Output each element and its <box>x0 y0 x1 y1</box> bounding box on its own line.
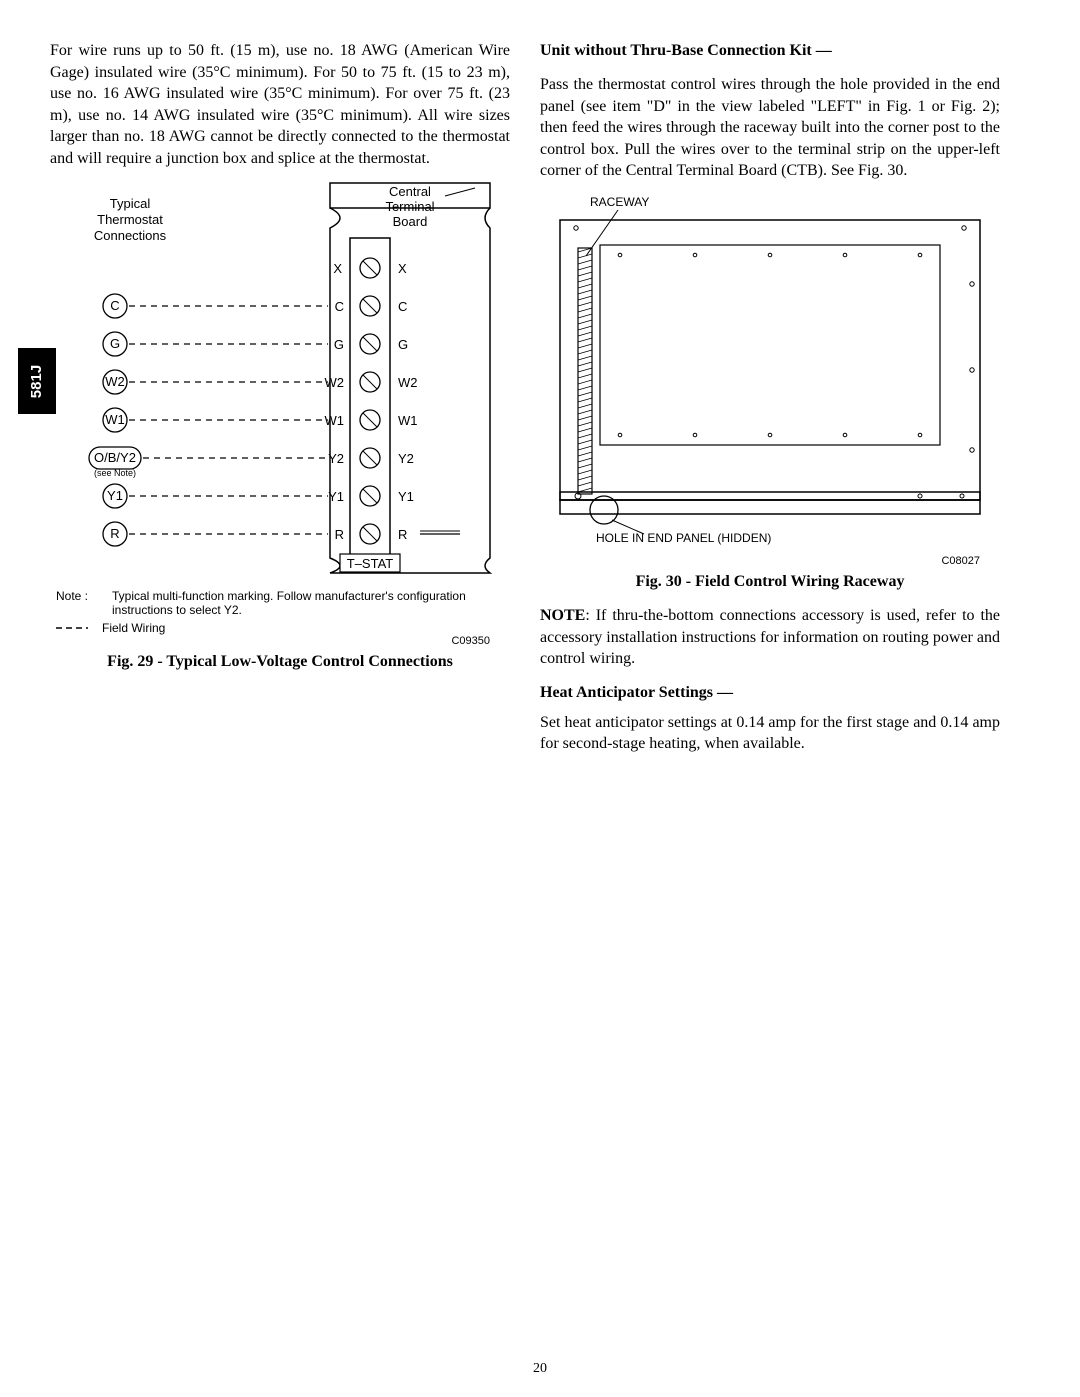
svg-text:W2: W2 <box>105 374 125 389</box>
svg-text:C: C <box>110 298 119 313</box>
svg-text:Connections: Connections <box>94 228 167 243</box>
note-bold-label: NOTE <box>540 607 585 624</box>
svg-text:HOLE IN END PANEL (HIDDEN): HOLE IN END PANEL (HIDDEN) <box>596 531 771 545</box>
note-body: : If thru-the-bottom connections accesso… <box>540 607 1000 667</box>
section-head-thru-base: Unit without Thru-Base Connection Kit — <box>540 42 1000 60</box>
figure-30-caption: Fig. 30 - Field Control Wiring Raceway <box>540 573 1000 591</box>
legend-label: Field Wiring <box>102 621 165 635</box>
svg-text:R: R <box>335 527 344 542</box>
svg-text:Typical: Typical <box>110 196 151 211</box>
svg-text:W1: W1 <box>325 413 345 428</box>
thru-base-paragraph: Pass the thermostat control wires throug… <box>540 74 1000 182</box>
svg-text:Terminal: Terminal <box>385 199 434 214</box>
svg-text:W2: W2 <box>398 375 418 390</box>
figure-29-diagram: T–STAT TypicalThermostatConnections Centra… <box>50 178 510 578</box>
note-paragraph: NOTE: If thru-the-bottom connections acc… <box>540 605 1000 670</box>
figure-29-caption: Fig. 29 - Typical Low-Voltage Control Co… <box>50 653 510 671</box>
svg-text:Y1: Y1 <box>107 488 123 503</box>
svg-text:W2: W2 <box>325 375 345 390</box>
note-text: Typical multi-function marking. Follow m… <box>112 589 510 617</box>
page-number: 20 <box>0 1361 1080 1377</box>
svg-text:R: R <box>398 527 407 542</box>
right-column: Unit without Thru-Base Connection Kit — … <box>540 40 1000 755</box>
svg-text:Y1: Y1 <box>328 489 344 504</box>
heat-anticipator-paragraph: Set heat anticipator settings at 0.14 am… <box>540 712 1000 755</box>
svg-text:Central: Central <box>389 184 431 199</box>
svg-text:W1: W1 <box>398 413 418 428</box>
figure-30-code: C08027 <box>540 555 1000 567</box>
svg-text:O/B/Y2: O/B/Y2 <box>94 450 136 465</box>
side-tab: 581J <box>18 348 56 414</box>
svg-text:RACEWAY: RACEWAY <box>590 195 649 209</box>
svg-text:X: X <box>333 261 342 276</box>
svg-text:Thermostat: Thermostat <box>97 212 163 227</box>
note-label: Note : <box>56 589 100 617</box>
svg-text:(see Note): (see Note) <box>94 468 136 478</box>
svg-text:C: C <box>335 299 344 314</box>
svg-text:Y2: Y2 <box>328 451 344 466</box>
svg-text:W1: W1 <box>105 412 125 427</box>
two-column-layout: For wire runs up to 50 ft. (15 m), use n… <box>50 40 1000 755</box>
side-tab-label: 581J <box>29 364 46 397</box>
section-head-heat-anticipator: Heat Anticipator Settings — <box>540 684 1000 702</box>
figure-29-note: Note : Typical multi-function marking. F… <box>50 589 510 617</box>
field-wiring-dash-icon <box>56 624 88 632</box>
svg-text:G: G <box>110 336 120 351</box>
figure-29-code: C09350 <box>50 635 510 647</box>
svg-text:T–STAT: T–STAT <box>347 556 394 571</box>
svg-text:C: C <box>398 299 407 314</box>
figure-29-legend: Field Wiring <box>50 621 510 635</box>
left-column: For wire runs up to 50 ft. (15 m), use n… <box>50 40 510 755</box>
svg-text:G: G <box>334 337 344 352</box>
svg-text:X: X <box>398 261 407 276</box>
svg-text:G: G <box>398 337 408 352</box>
wire-gauge-paragraph: For wire runs up to 50 ft. (15 m), use n… <box>50 40 510 170</box>
figure-30-diagram: RACEWAY HOLE IN END PANEL (HIDDEN) <box>540 190 1000 550</box>
svg-text:Board: Board <box>393 214 428 229</box>
svg-text:Y1: Y1 <box>398 489 414 504</box>
svg-text:Y2: Y2 <box>398 451 414 466</box>
svg-text:R: R <box>110 526 119 541</box>
